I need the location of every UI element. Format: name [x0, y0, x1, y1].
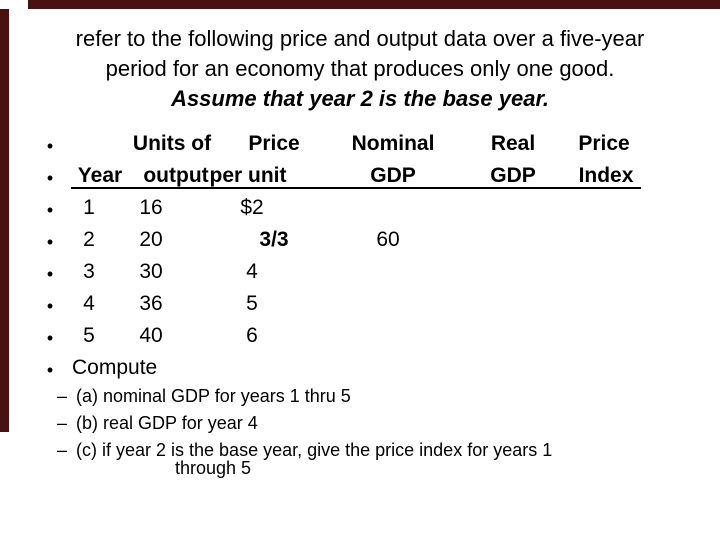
- compute-row: • Compute: [0, 356, 720, 382]
- slide-edge-left-decor: [0, 9, 9, 432]
- col-header-price-index-top: Price: [578, 132, 630, 155]
- cell-price: 6: [246, 324, 258, 347]
- bullet-icon: •: [46, 360, 54, 380]
- cell-year: 1: [83, 196, 95, 219]
- col-header-real-gdp: GDP: [490, 164, 536, 187]
- task-item-c-continued: through 5: [0, 457, 720, 481]
- title-line-3: Assume that year 2 is the base year.: [171, 86, 549, 111]
- bullet-icon: •: [46, 168, 54, 188]
- col-header-real: Real: [490, 132, 536, 155]
- bullet-icon: •: [46, 264, 54, 284]
- dash-icon: –: [57, 440, 68, 460]
- bullet-icon: •: [46, 136, 54, 156]
- cell-price: 3/3: [259, 228, 289, 251]
- cell-year: 5: [83, 324, 95, 347]
- cell-output: 36: [139, 292, 163, 315]
- title-line-1: refer to the following price and output …: [75, 26, 645, 51]
- table-row-year-4: • 4 36 5: [0, 292, 720, 318]
- task-c-text: (c) if year 2 is the base year, give the…: [76, 440, 553, 460]
- task-b-text: (b) real GDP for year 4: [76, 413, 258, 433]
- table-row-year-1: • 1 16 $2: [0, 196, 720, 222]
- cell-price: $2: [240, 196, 264, 219]
- table-header-row-1: • Units of Price Nominal Real Price: [0, 132, 720, 158]
- table-header-row-2: • Year output per unit GDP GDP Index: [0, 164, 720, 190]
- cell-output: 40: [139, 324, 163, 347]
- bullet-icon: •: [46, 232, 54, 252]
- bullet-icon: •: [46, 200, 54, 220]
- col-header-units-of: Units of: [132, 132, 212, 155]
- cell-price: 5: [246, 292, 258, 315]
- task-item-a: – (a) nominal GDP for years 1 thru 5: [0, 385, 720, 409]
- bullet-icon: •: [46, 328, 54, 348]
- table-row-year-3: • 3 30 4: [0, 260, 720, 286]
- cell-year: 3: [83, 260, 95, 283]
- table-row-year-2: • 2 20 3/3 60: [0, 228, 720, 254]
- cell-nominal-gdp: 60: [376, 228, 400, 251]
- cell-output: 16: [139, 196, 163, 219]
- header-underline: [71, 187, 641, 189]
- col-header-output: output: [143, 164, 209, 187]
- cell-price: 4: [246, 260, 258, 283]
- table-row-year-5: • 5 40 6: [0, 324, 720, 350]
- col-header-per-unit: per unit: [209, 164, 287, 187]
- compute-label: Compute: [72, 356, 158, 379]
- cell-output: 20: [139, 228, 163, 251]
- slide-title: refer to the following price and output …: [28, 24, 692, 114]
- slide-edge-top-decor: [28, 0, 720, 9]
- cell-output: 30: [139, 260, 163, 283]
- task-item-c: – (c) if year 2 is the base year, give t…: [0, 439, 720, 463]
- bullet-icon: •: [46, 296, 54, 316]
- dash-icon: –: [57, 413, 68, 433]
- task-item-b: – (b) real GDP for year 4: [0, 412, 720, 436]
- dash-icon: –: [57, 386, 68, 406]
- col-header-year: Year: [77, 164, 123, 187]
- cell-year: 2: [83, 228, 95, 251]
- task-c-continued-text: through 5: [175, 458, 252, 478]
- cell-year: 4: [83, 292, 95, 315]
- col-header-price: Price: [248, 132, 300, 155]
- col-header-nominal: Nominal: [351, 132, 435, 155]
- col-header-index: Index: [578, 164, 634, 187]
- title-line-2: period for an economy that produces only…: [105, 56, 615, 81]
- task-a-text: (a) nominal GDP for years 1 thru 5: [76, 386, 351, 406]
- col-header-nominal-gdp: GDP: [370, 164, 416, 187]
